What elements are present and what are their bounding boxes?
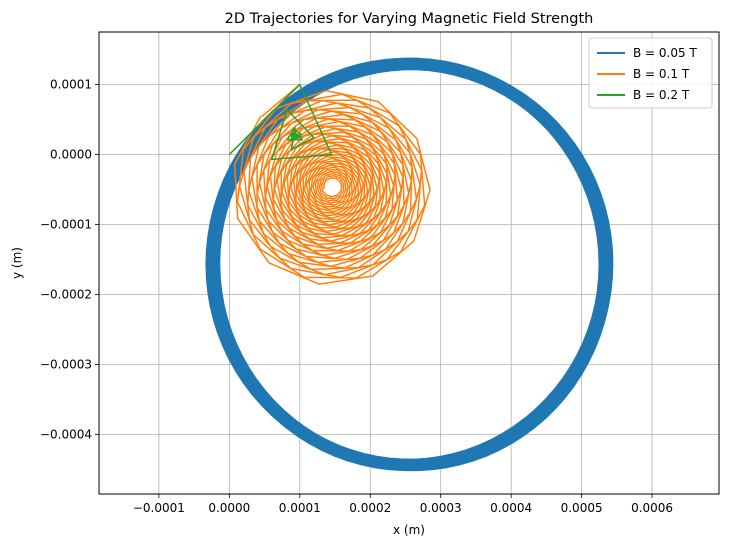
y-axis-label: y (m): [10, 247, 24, 279]
plot-frame: [98, 31, 720, 495]
y-tick-label: 0.0000: [50, 148, 92, 162]
x-tick-label: 0.0001: [279, 501, 321, 515]
legend-box: [588, 37, 713, 109]
legend-label: B = 0.1 T: [633, 67, 690, 81]
series-b-0.05-line: [205, 57, 614, 472]
series-b-0.1-spiral: [233, 89, 431, 285]
x-tick-label: 0.0004: [490, 501, 532, 515]
x-tick-label: 0.0005: [561, 501, 603, 515]
plot-series: [205, 57, 614, 472]
series-b-0.05-loop: [213, 59, 614, 468]
x-tick-label: 0.0003: [420, 501, 462, 515]
x-tick-label: −0.0001: [133, 501, 185, 515]
series-b-0.1-core: [325, 179, 340, 194]
y-tick-label: −0.0003: [40, 358, 92, 372]
chart-title: 2D Trajectories for Varying Magnetic Fie…: [225, 11, 594, 27]
legend-label: B = 0.2 T: [633, 88, 690, 102]
y-tick-label: 0.0001: [50, 78, 92, 92]
x-tick-label: 0.0006: [631, 501, 673, 515]
y-tick-label: −0.0002: [40, 288, 92, 302]
x-tick-label: 0.0002: [349, 501, 391, 515]
x-tick-label: 0.0000: [208, 501, 250, 515]
y-tick-label: −0.0001: [40, 218, 92, 232]
legend: B = 0.05 T B = 0.1 T B = 0.2 T: [588, 37, 713, 109]
series-b-0.2-line: [228, 83, 333, 161]
x-axis-label: x (m): [393, 523, 425, 537]
legend-label: B = 0.05 T: [633, 46, 697, 60]
axis-ticks: −0.0001 0.0000 0.0001 0.0002 0.0003 0.0004 0.0…: [40, 78, 673, 516]
y-tick-label: −0.0004: [40, 428, 92, 442]
